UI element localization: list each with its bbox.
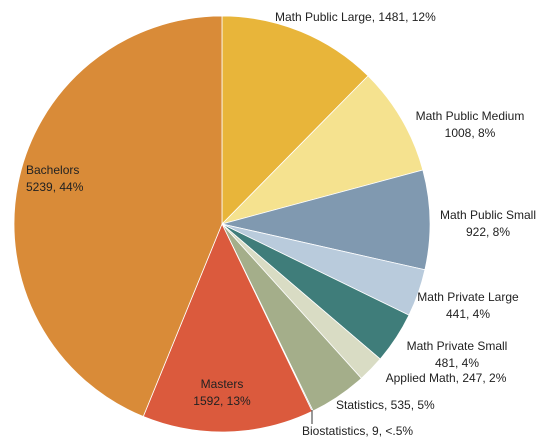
slice-label: Math Public Medium <box>416 109 525 123</box>
slice-label: Bachelors <box>26 163 79 177</box>
pie-slice <box>13 15 223 418</box>
pie-slice <box>142 223 313 433</box>
slice-label: Math Private Small <box>407 339 508 353</box>
slice-label: 5239, 44% <box>26 180 84 194</box>
slice-label: 441, 4% <box>446 307 490 321</box>
pie-slice <box>220 75 424 225</box>
slice-label: 1008, 8% <box>445 126 496 140</box>
slice-label: Applied Math, 247, 2% <box>386 371 507 385</box>
slice-label: Masters <box>201 377 244 391</box>
slice-label: Math Public Small <box>440 208 536 222</box>
slice-label: Math Public Large, 1481, 12% <box>275 10 436 24</box>
slice-label: 481, 4% <box>435 356 479 370</box>
slice-label: 1592, 13% <box>193 394 251 408</box>
slice-label: Statistics, 535, 5% <box>336 398 435 412</box>
pie-slice <box>221 15 369 225</box>
slice-label: Biostatistics, 9, <.5% <box>302 424 413 438</box>
slice-label: Math Private Large <box>417 290 519 304</box>
pie-slice <box>221 169 431 271</box>
slice-label: 922, 8% <box>466 225 510 239</box>
